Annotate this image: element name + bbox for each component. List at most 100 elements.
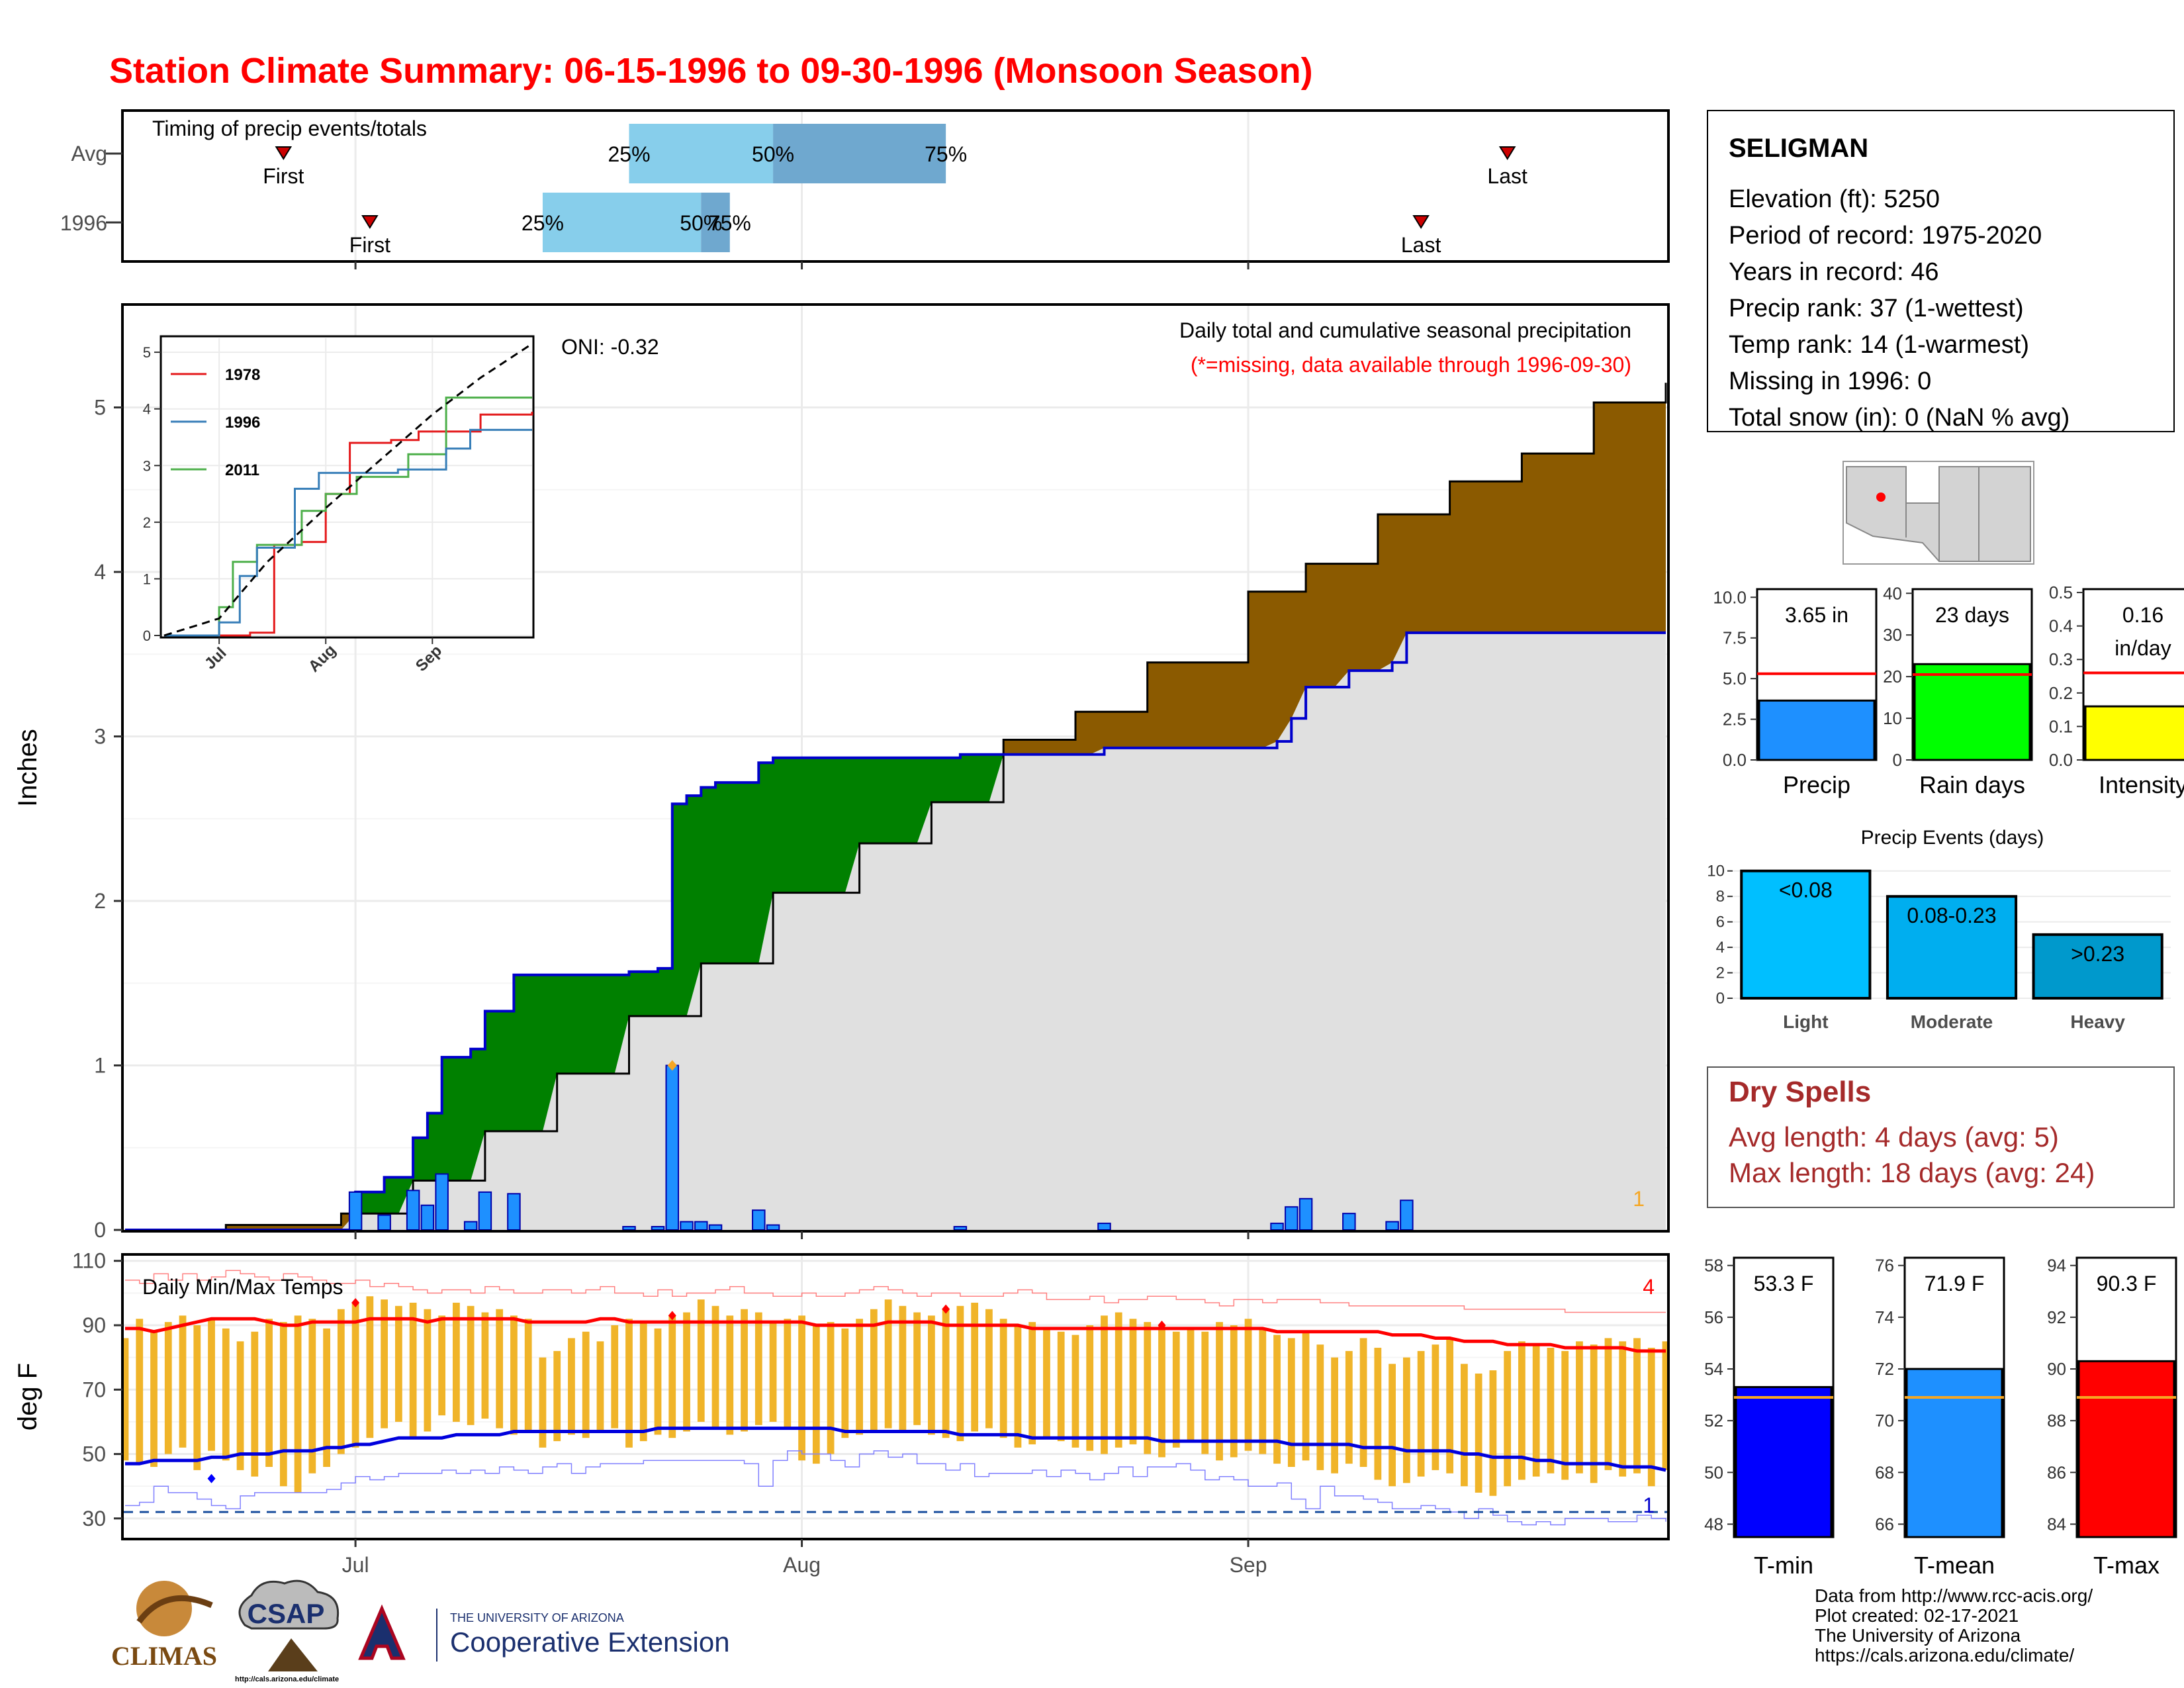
temp-range-bar (1475, 1373, 1482, 1493)
tempbar-1-tick-label-4: 74 (1875, 1307, 1894, 1327)
temp-range-bar (1604, 1338, 1612, 1470)
temp-range-bar (1144, 1322, 1152, 1454)
credit-line: Data from http://www.rcc-acis.org/ (1815, 1585, 2093, 1606)
temp-range-bar (136, 1319, 144, 1464)
temp-range-bar (654, 1328, 662, 1435)
temp-range-bar (1532, 1344, 1540, 1477)
inset-ytick-label-4: 4 (143, 401, 151, 418)
logos: CLIMAS CSAP http://cals.arizona.edu/clim… (111, 1579, 730, 1683)
timing-first-marker-avg (275, 146, 293, 160)
daily-precip-bar (1342, 1213, 1356, 1231)
daily-precip-bar (953, 1226, 968, 1231)
precip-panel-border (121, 303, 1670, 1233)
events-title: Precip Events (days) (1861, 827, 2044, 849)
record-low-marker (207, 1474, 216, 1483)
climas-logo-mark (136, 1581, 192, 1636)
precip-ytick-label-3: 3 (94, 725, 106, 749)
daily-precip-bar (665, 1064, 680, 1231)
temp-range-bar (366, 1296, 374, 1438)
timing-band-25-50-avg (629, 124, 774, 183)
daily-precip-bar (1097, 1223, 1111, 1231)
temp-x-ticks: Jul Aug Sep (342, 1539, 1267, 1577)
temp-range-bar (453, 1302, 460, 1422)
timing-first-label-avg: First (263, 164, 304, 188)
temp-range-bar (769, 1322, 777, 1422)
temp-range-bar (913, 1312, 921, 1425)
tempbar-0-tick-label-5: 58 (1704, 1256, 1723, 1276)
temp-range-bar (741, 1309, 748, 1432)
credits: Data from http://www.rcc-acis.org/Plot c… (1815, 1585, 2093, 1665)
temp-range-bar (351, 1302, 359, 1448)
temp-range-bar (1417, 1350, 1425, 1477)
temp-range-bar (711, 1305, 719, 1429)
record-high-line (125, 1270, 1666, 1313)
temp-range-bar (294, 1315, 302, 1493)
temp-range-bar (1014, 1325, 1022, 1448)
station-name: SELIGMAN (1729, 134, 1868, 163)
temp-range-bar (985, 1309, 993, 1429)
temp-xtick-label-2: Sep (1230, 1553, 1267, 1577)
temp-range-bar (1402, 1357, 1410, 1483)
timing-band-50-75-avg (773, 124, 946, 183)
tempbar-0-tick-label-1: 50 (1704, 1462, 1723, 1482)
temp-xtick-label-1: Aug (783, 1553, 821, 1577)
tempbar-0-tick-label-4: 56 (1704, 1307, 1723, 1327)
temp-series (121, 1270, 1670, 1526)
events-bar-label-1: 0.08-0.23 (1907, 904, 1996, 927)
events-category-label-0: Light (1783, 1011, 1828, 1032)
minibar-0-tick-label-3: 7.5 (1723, 628, 1747, 648)
tempbar-1-label: T-mean (1914, 1552, 1995, 1579)
inset-legend-label-1978: 1978 (225, 366, 260, 384)
page-title: Station Climate Summary: 06-15-1996 to 0… (109, 51, 1313, 91)
timing-row-1996: 1996 (60, 211, 107, 235)
temp-range-bar (639, 1322, 647, 1442)
temp-range-bar (539, 1357, 547, 1448)
temp-range-bar (1461, 1364, 1468, 1487)
events-category-label-2: Heavy (2070, 1011, 2125, 1032)
daily-precip-bar (766, 1224, 780, 1231)
temp-range-bar (236, 1341, 244, 1470)
temp-range-bar (1057, 1331, 1065, 1442)
temp-range-bar (1287, 1338, 1295, 1467)
station-info-line: Elevation (ft): 5250 (1729, 185, 1940, 213)
minibar-1-tick-label-4: 40 (1883, 583, 1902, 603)
temp-range-bar (438, 1315, 446, 1416)
temp-range-bar (1043, 1328, 1050, 1438)
daily-precip-bar (507, 1193, 521, 1231)
temp-ytick-label-1: 50 (82, 1442, 106, 1466)
tempbar-1-tick-label-0: 66 (1875, 1514, 1894, 1534)
csap-logo-text: CSAP (248, 1598, 325, 1629)
daily-precip-bar (651, 1226, 665, 1231)
ua-line1: THE UNIVERSITY OF ARIZONA (450, 1611, 624, 1624)
dry-spells-avg: Avg length: 4 days (avg: 5) (1729, 1121, 2059, 1152)
station-info-line: Temp rank: 14 (1-warmest) (1729, 331, 2029, 359)
station-lines: Elevation (ft): 5250 Period of record: 19… (1729, 185, 2070, 432)
inset-legend-label-2011: 2011 (225, 461, 259, 479)
dry-spells-border (1707, 1066, 2175, 1208)
events-tick-label-2: 4 (1716, 939, 1725, 957)
events-tick-label-4: 8 (1716, 888, 1725, 906)
temp-range-bar (1244, 1319, 1252, 1451)
temp-range-bar (496, 1309, 504, 1429)
temp-y-axis-label: deg F (13, 1363, 42, 1430)
precip-ytick-label-5: 5 (94, 396, 106, 420)
temp-range-bar (1547, 1348, 1555, 1474)
max-daily-precip-marker (667, 1060, 677, 1071)
temp-range-bar (856, 1319, 863, 1435)
cumulative-1996-line (125, 631, 1666, 1231)
minibar-1-value-bar (1913, 663, 2031, 761)
temp-xtick-label-0: Jul (342, 1553, 369, 1577)
tempbar-2-label: T-max (2093, 1552, 2160, 1579)
tempbar-2-tick-label-1: 86 (2047, 1462, 2066, 1482)
tempbar-2-value-text: 90.3 F (2097, 1272, 2157, 1295)
daily-precip-bar (1385, 1221, 1399, 1231)
daily-precip-bar (377, 1214, 391, 1231)
tempbar-2-tick-label-3: 90 (2047, 1359, 2066, 1379)
events-category-label-1: Moderate (1911, 1011, 1993, 1032)
inset-ytick-label-2: 2 (143, 514, 151, 531)
precip-events-chart: Precip Events (days) 0 2 4 6 8 10 <0.08 Light 0.… (1707, 827, 2171, 1032)
temp-range-bar (150, 1331, 158, 1467)
inset-ytick-label-3: 3 (143, 457, 151, 474)
minibar-2-tick-label-4: 0.4 (2049, 616, 2073, 636)
